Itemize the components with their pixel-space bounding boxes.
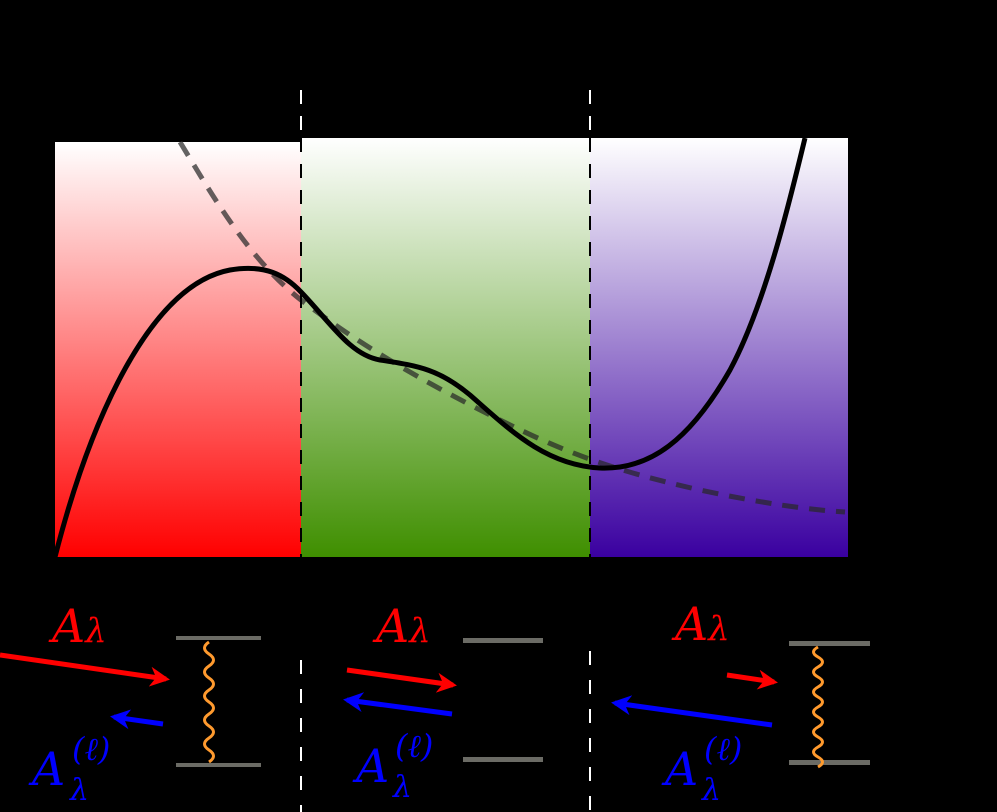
label-ell-left: (ℓ) xyxy=(72,730,110,768)
level-bottom-left xyxy=(176,763,261,767)
label-Aell-middle: A xyxy=(352,739,389,793)
dashed-curve xyxy=(177,140,846,515)
dividers xyxy=(300,90,591,812)
outgoing-arrow-left xyxy=(110,709,164,730)
region-left xyxy=(55,142,301,557)
level-bottom-right xyxy=(789,760,870,765)
label-ell-middle: (ℓ) xyxy=(395,727,433,765)
photon-wave-right xyxy=(812,645,824,769)
label-A-left: Aλ xyxy=(48,599,107,653)
outgoing-arrow-middle xyxy=(343,692,453,717)
level-top-middle xyxy=(463,638,543,643)
label-sub-middle: λ xyxy=(392,770,412,805)
label-A-middle: Aλ xyxy=(372,599,431,653)
panel-middle: Aλ A (ℓ) λ xyxy=(343,599,543,805)
panel-left: Aλ A (ℓ) λ xyxy=(0,599,261,808)
label-Aell-right: A xyxy=(661,742,698,796)
photon-wave-left xyxy=(203,640,215,764)
panel-right: Aλ A (ℓ) λ xyxy=(611,597,870,808)
label-ell-right: (ℓ) xyxy=(704,730,742,768)
label-Aell-left: A xyxy=(28,742,65,796)
solid-curve xyxy=(55,138,808,557)
region-right xyxy=(590,138,848,557)
label-sub-left: λ xyxy=(69,773,89,808)
incoming-arrow-right xyxy=(726,669,778,690)
incoming-arrow-middle xyxy=(346,667,457,693)
outgoing-arrow-right xyxy=(611,695,773,728)
label-sub-right: λ xyxy=(701,773,721,808)
incoming-arrow-left xyxy=(0,652,170,687)
regions xyxy=(55,138,848,557)
level-top-left xyxy=(176,636,261,640)
label-A-right: Aλ xyxy=(671,597,730,651)
curves xyxy=(55,138,846,557)
level-bottom-middle xyxy=(463,757,543,762)
level-top-right xyxy=(789,641,870,646)
region-middle xyxy=(301,138,590,557)
